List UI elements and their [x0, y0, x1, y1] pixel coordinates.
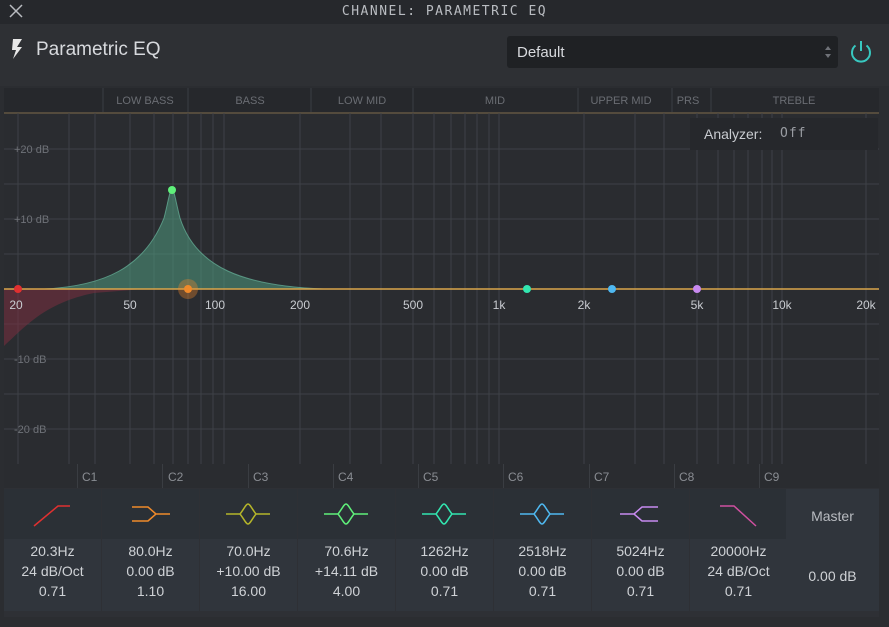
channel-c1[interactable]: C1	[82, 470, 98, 484]
band-2-frequency[interactable]: 80.0Hz	[128, 543, 173, 559]
high-pass-icon	[33, 505, 70, 527]
channel-c2[interactable]: C2	[168, 470, 184, 484]
window-title: CHANNEL: PARAMETRIC EQ	[341, 4, 548, 19]
channel-c4[interactable]: C4	[338, 470, 354, 484]
band-7-frequency[interactable]: 5024Hz	[616, 543, 665, 559]
freq-label-200: 200	[290, 298, 310, 312]
band-5-handle[interactable]	[523, 285, 531, 293]
band-4[interactable]: 70.6Hz +14.11 dB 4.00	[298, 489, 395, 611]
low-pass-icon	[720, 505, 757, 527]
analyzer-value[interactable]: Off	[780, 126, 807, 141]
band-6-q[interactable]: 0.71	[528, 583, 557, 599]
power-icon[interactable]	[847, 38, 875, 66]
band-4-frequency[interactable]: 70.6Hz	[324, 543, 369, 559]
low-shelf-icon	[132, 506, 170, 522]
close-icon[interactable]	[8, 3, 24, 19]
title-bar: CHANNEL: PARAMETRIC EQ	[0, 0, 889, 24]
high-shelf-icon	[620, 506, 658, 522]
freq-label-500: 500	[403, 298, 423, 312]
band-2-gain[interactable]: 0.00 dB	[126, 563, 175, 579]
region-low-bass: LOW BASS	[116, 95, 173, 107]
band-5-gain[interactable]: 0.00 dB	[420, 563, 469, 579]
band-controls: C1 C2 C3 C4 C5 C6 C7 C8 C9 20.3Hz 24 dB/…	[4, 464, 879, 617]
band-8-frequency[interactable]: 20000Hz	[710, 543, 767, 559]
bell-icon	[324, 503, 368, 525]
band-7[interactable]: 5024Hz 0.00 dB 0.71	[592, 489, 689, 611]
band-6-gain[interactable]: 0.00 dB	[518, 563, 567, 579]
band-3-gain[interactable]: +10.00 dB	[216, 563, 281, 579]
band-2-q[interactable]: 1.10	[136, 583, 165, 599]
band-4-gain[interactable]: +14.11 dB	[314, 563, 379, 579]
band-2[interactable]: 80.0Hz 0.00 dB 1.10	[102, 489, 199, 611]
band-6-handle[interactable]	[608, 285, 616, 293]
band-1-q[interactable]: 0.71	[38, 583, 67, 599]
band-8[interactable]: 20000Hz 24 dB/Oct 0.71	[690, 489, 787, 611]
band-3-frequency[interactable]: 70.0Hz	[226, 543, 271, 559]
band-1-gain[interactable]: 24 dB/Oct	[21, 563, 84, 579]
analyzer-toggle[interactable]: Analyzer: Off	[690, 118, 878, 150]
freq-label-10k: 10k	[772, 298, 792, 312]
plugin-title: Parametric EQ	[36, 39, 161, 60]
bell-icon	[520, 503, 564, 525]
db-label-minus10: -10 dB	[14, 354, 46, 366]
band-3-q[interactable]: 16.00	[230, 583, 267, 599]
band-1[interactable]: 20.3Hz 24 dB/Oct 0.71	[4, 489, 101, 611]
preset-dropdown[interactable]: Default	[507, 36, 838, 68]
eq-graph-canvas[interactable]: LOW BASS BASS LOW MID MID UPPER MID PRS …	[4, 88, 879, 464]
region-bass: BASS	[235, 95, 264, 107]
region-mid: MID	[485, 95, 505, 107]
band-6-frequency[interactable]: 2518Hz	[518, 543, 567, 559]
master-gain[interactable]: 0.00 dB	[808, 568, 857, 584]
freq-label-2k: 2k	[578, 298, 592, 312]
eq-graph[interactable]: LOW BASS BASS LOW MID MID UPPER MID PRS …	[4, 88, 879, 464]
band-4-handle[interactable]	[168, 186, 176, 194]
db-label-plus10: +10 dB	[14, 214, 49, 226]
band-1-handle[interactable]	[14, 285, 22, 293]
band-6[interactable]: 2518Hz 0.00 dB 0.71	[494, 489, 591, 611]
db-label-minus20: -20 dB	[14, 424, 46, 436]
band-3[interactable]: 70.0Hz +10.00 dB 16.00	[200, 489, 297, 611]
band-8-gain[interactable]: 24 dB/Oct	[707, 563, 770, 579]
band-5-frequency[interactable]: 1262Hz	[420, 543, 469, 559]
band-7-handle[interactable]	[693, 285, 701, 293]
bell-icon	[422, 503, 466, 525]
channel-c3[interactable]: C3	[253, 470, 269, 484]
analyzer-label: Analyzer:	[704, 126, 763, 142]
freq-label-20k: 20k	[856, 298, 876, 312]
region-treble: TREBLE	[773, 95, 816, 107]
channel-c7[interactable]: C7	[594, 470, 610, 484]
freq-label-100: 100	[205, 298, 225, 312]
band-7-gain[interactable]: 0.00 dB	[616, 563, 665, 579]
freq-label-20: 20	[9, 298, 23, 312]
master-label: Master	[811, 508, 854, 524]
channel-c8[interactable]: C8	[679, 470, 695, 484]
region-upper-mid: UPPER MID	[590, 95, 651, 107]
freq-label-50: 50	[123, 298, 137, 312]
preset-value: Default	[517, 44, 565, 61]
logo-icon	[12, 39, 22, 59]
band-5-q[interactable]: 0.71	[430, 583, 459, 599]
band-5[interactable]: 1262Hz 0.00 dB 0.71	[396, 489, 493, 611]
master-section: Master 0.00 dB	[786, 489, 879, 611]
updown-arrows-icon	[825, 46, 831, 58]
freq-label-1k: 1k	[493, 298, 507, 312]
db-label-plus20: +20 dB	[14, 144, 49, 156]
region-prs: PRS	[677, 95, 700, 107]
bell-icon	[226, 503, 270, 525]
channel-c9[interactable]: C9	[764, 470, 780, 484]
channel-c6[interactable]: C6	[508, 470, 524, 484]
freq-label-5k: 5k	[691, 298, 705, 312]
band-7-q[interactable]: 0.71	[626, 583, 655, 599]
channel-c5[interactable]: C5	[423, 470, 439, 484]
band-1-frequency[interactable]: 20.3Hz	[30, 543, 75, 559]
channel-row: C1 C2 C3 C4 C5 C6 C7 C8 C9	[4, 464, 879, 488]
band-2-handle[interactable]	[184, 285, 192, 293]
band-8-q[interactable]: 0.71	[724, 583, 753, 599]
band-4-q[interactable]: 4.00	[332, 583, 361, 599]
highpass-curve-fill	[4, 289, 144, 346]
region-low-mid: LOW MID	[338, 95, 386, 107]
peak-curve-fill	[44, 189, 324, 289]
